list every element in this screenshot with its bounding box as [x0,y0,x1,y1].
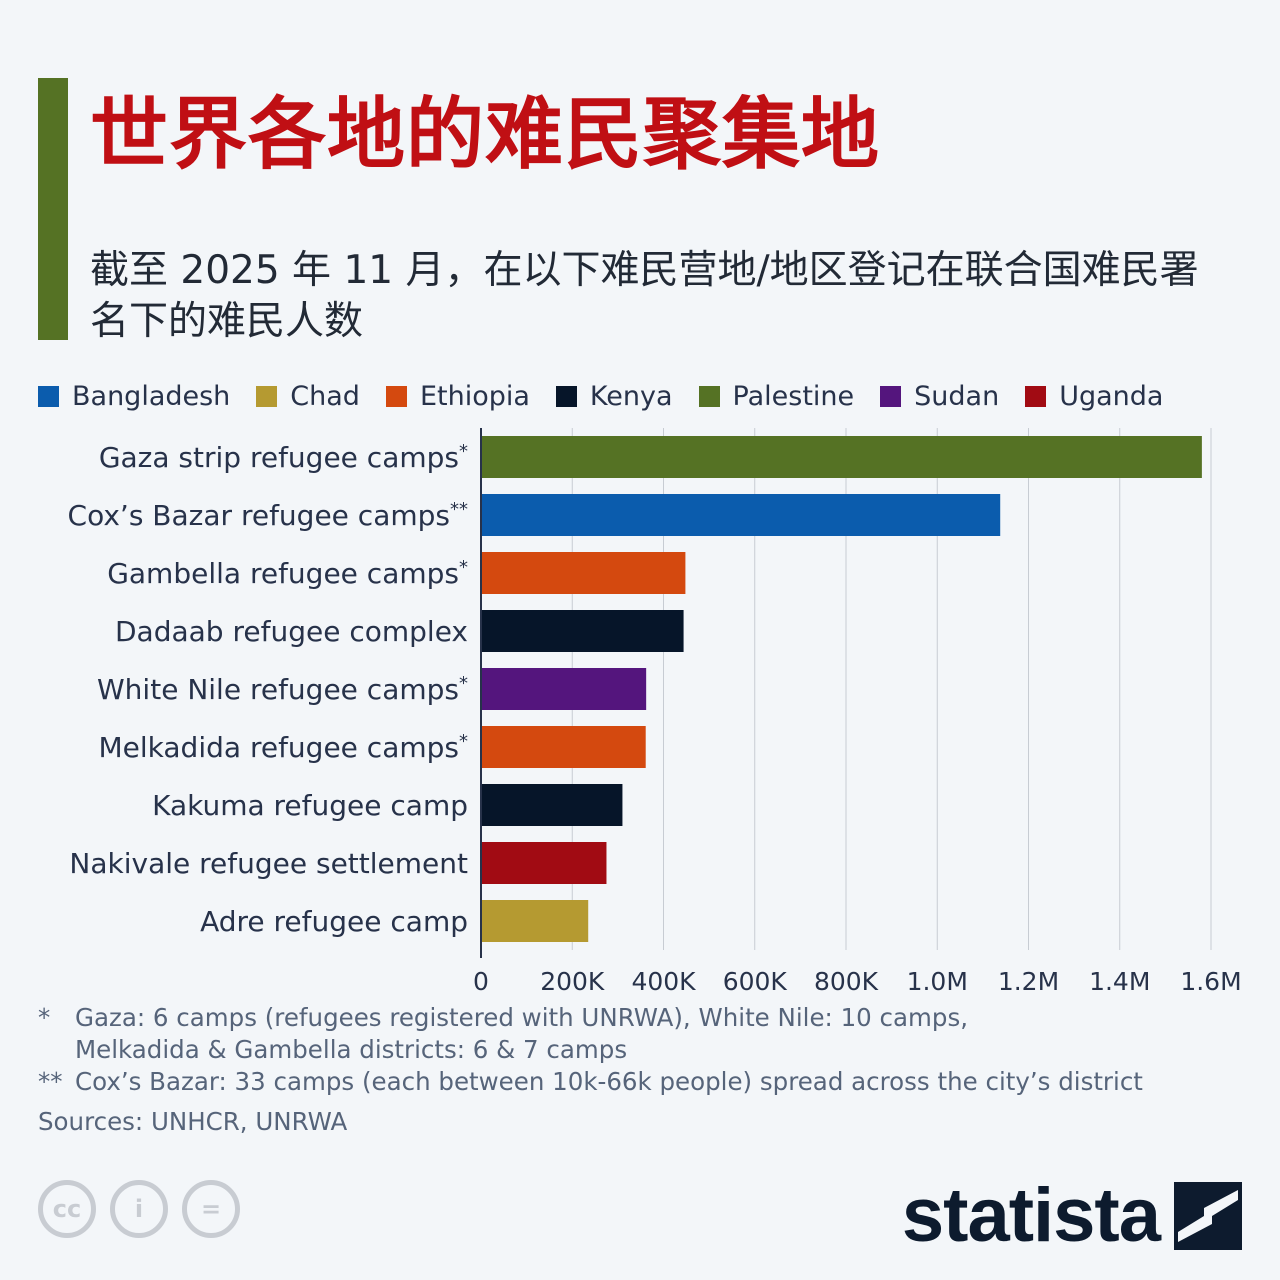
x-tick-label: 1.4M [1089,967,1150,996]
legend-label: Bangladesh [72,380,231,412]
legend-label: Sudan [914,380,1000,412]
x-tick-label: 1.2M [998,967,1059,996]
legend-swatch [1025,385,1047,407]
category-label: Gaza strip refugee camps* [99,441,468,474]
bar [481,494,1001,536]
chart-legend: Bangladesh Chad Ethiopia Kenya Palestine… [38,376,1268,416]
category-label: Melkadida refugee camps* [99,731,468,764]
legend-label: Uganda [1059,380,1164,412]
bar [481,726,646,768]
bar [481,610,684,652]
footnote: ** Cox’s Bazar: 33 camps (each between 1… [38,1066,1238,1098]
bar [481,900,589,942]
legend-item-sudan: Sudan [880,381,999,412]
legend-item-ethiopia: Ethiopia [385,380,530,412]
footnote-mark: ** [38,1067,63,1096]
title-accent-bar [38,78,68,340]
footnote: * Gaza: 6 camps (refugees registered wit… [38,1002,1238,1066]
x-tick-label: 1.0M [907,967,968,996]
x-tick-label: 600K [723,967,788,996]
brand-name: statista [901,1173,1161,1258]
legend-swatch [256,385,278,407]
category-label: Dadaab refugee complex [115,615,468,648]
legend-item-kenya: Kenya [555,380,673,412]
legend-label: Kenya [589,380,673,412]
bar [481,436,1202,478]
x-tick-label: 1.6M [1180,967,1241,996]
footnote-text: Cox’s Bazar: 33 camps (each between 10k-… [75,1067,1143,1096]
legend-label: Palestine [732,380,855,412]
legend-label: Ethiopia [419,380,530,412]
page-title: 世界各地的难民聚集地 [90,90,881,180]
bar [481,552,686,594]
x-tick-label: 200K [540,967,605,996]
license-icons: cc i = [38,1180,240,1238]
legend-swatch [385,385,407,407]
footnote-mark: * [38,1003,51,1032]
x-tick-label: 0 [473,967,489,996]
category-label: Cox’s Bazar refugee camps** [68,499,468,532]
legend-item-palestine: Palestine [698,380,855,412]
page-subtitle: 截至 2025 年 11 月，在以下难民营地/地区登记在联合国难民署名下的难民人… [90,248,1199,344]
bar [481,668,647,710]
legend-item-chad: Chad [256,381,360,412]
category-label: Adre refugee camp [200,905,468,938]
category-label: Nakivale refugee settlement [69,847,468,880]
bar [481,842,607,884]
footnote-text: Gaza: 6 camps (refugees registered with … [75,1003,969,1064]
attribution-icon[interactable]: i [110,1180,168,1238]
bar-chart: Gaza strip refugee camps* Cox’s Bazar ref… [68,428,1242,996]
bar [481,784,623,826]
cc-icon[interactable]: cc [38,1180,96,1238]
statista-logo[interactable]: statista [902,1172,1242,1259]
statista-logo-icon [1174,1181,1242,1250]
legend-swatch [698,385,720,407]
category-label: Gambella refugee camps* [107,557,468,590]
no-derivatives-icon[interactable]: = [182,1180,240,1238]
legend-swatch [880,385,902,407]
category-label: White Nile refugee camps* [97,673,468,706]
legend-swatch [38,385,59,407]
sources: Sources: UNHCR, UNRWA [38,1107,348,1136]
footnotes: * Gaza: 6 camps (refugees registered wit… [38,1002,1238,1098]
x-tick-label: 800K [814,967,879,996]
legend-swatch [555,385,577,407]
legend-label: Chad [290,380,360,412]
x-tick-label: 400K [631,967,696,996]
legend-item-bangladesh: Bangladesh [38,381,230,412]
legend-item-uganda: Uganda [1025,381,1163,412]
category-label: Kakuma refugee camp [152,789,468,822]
